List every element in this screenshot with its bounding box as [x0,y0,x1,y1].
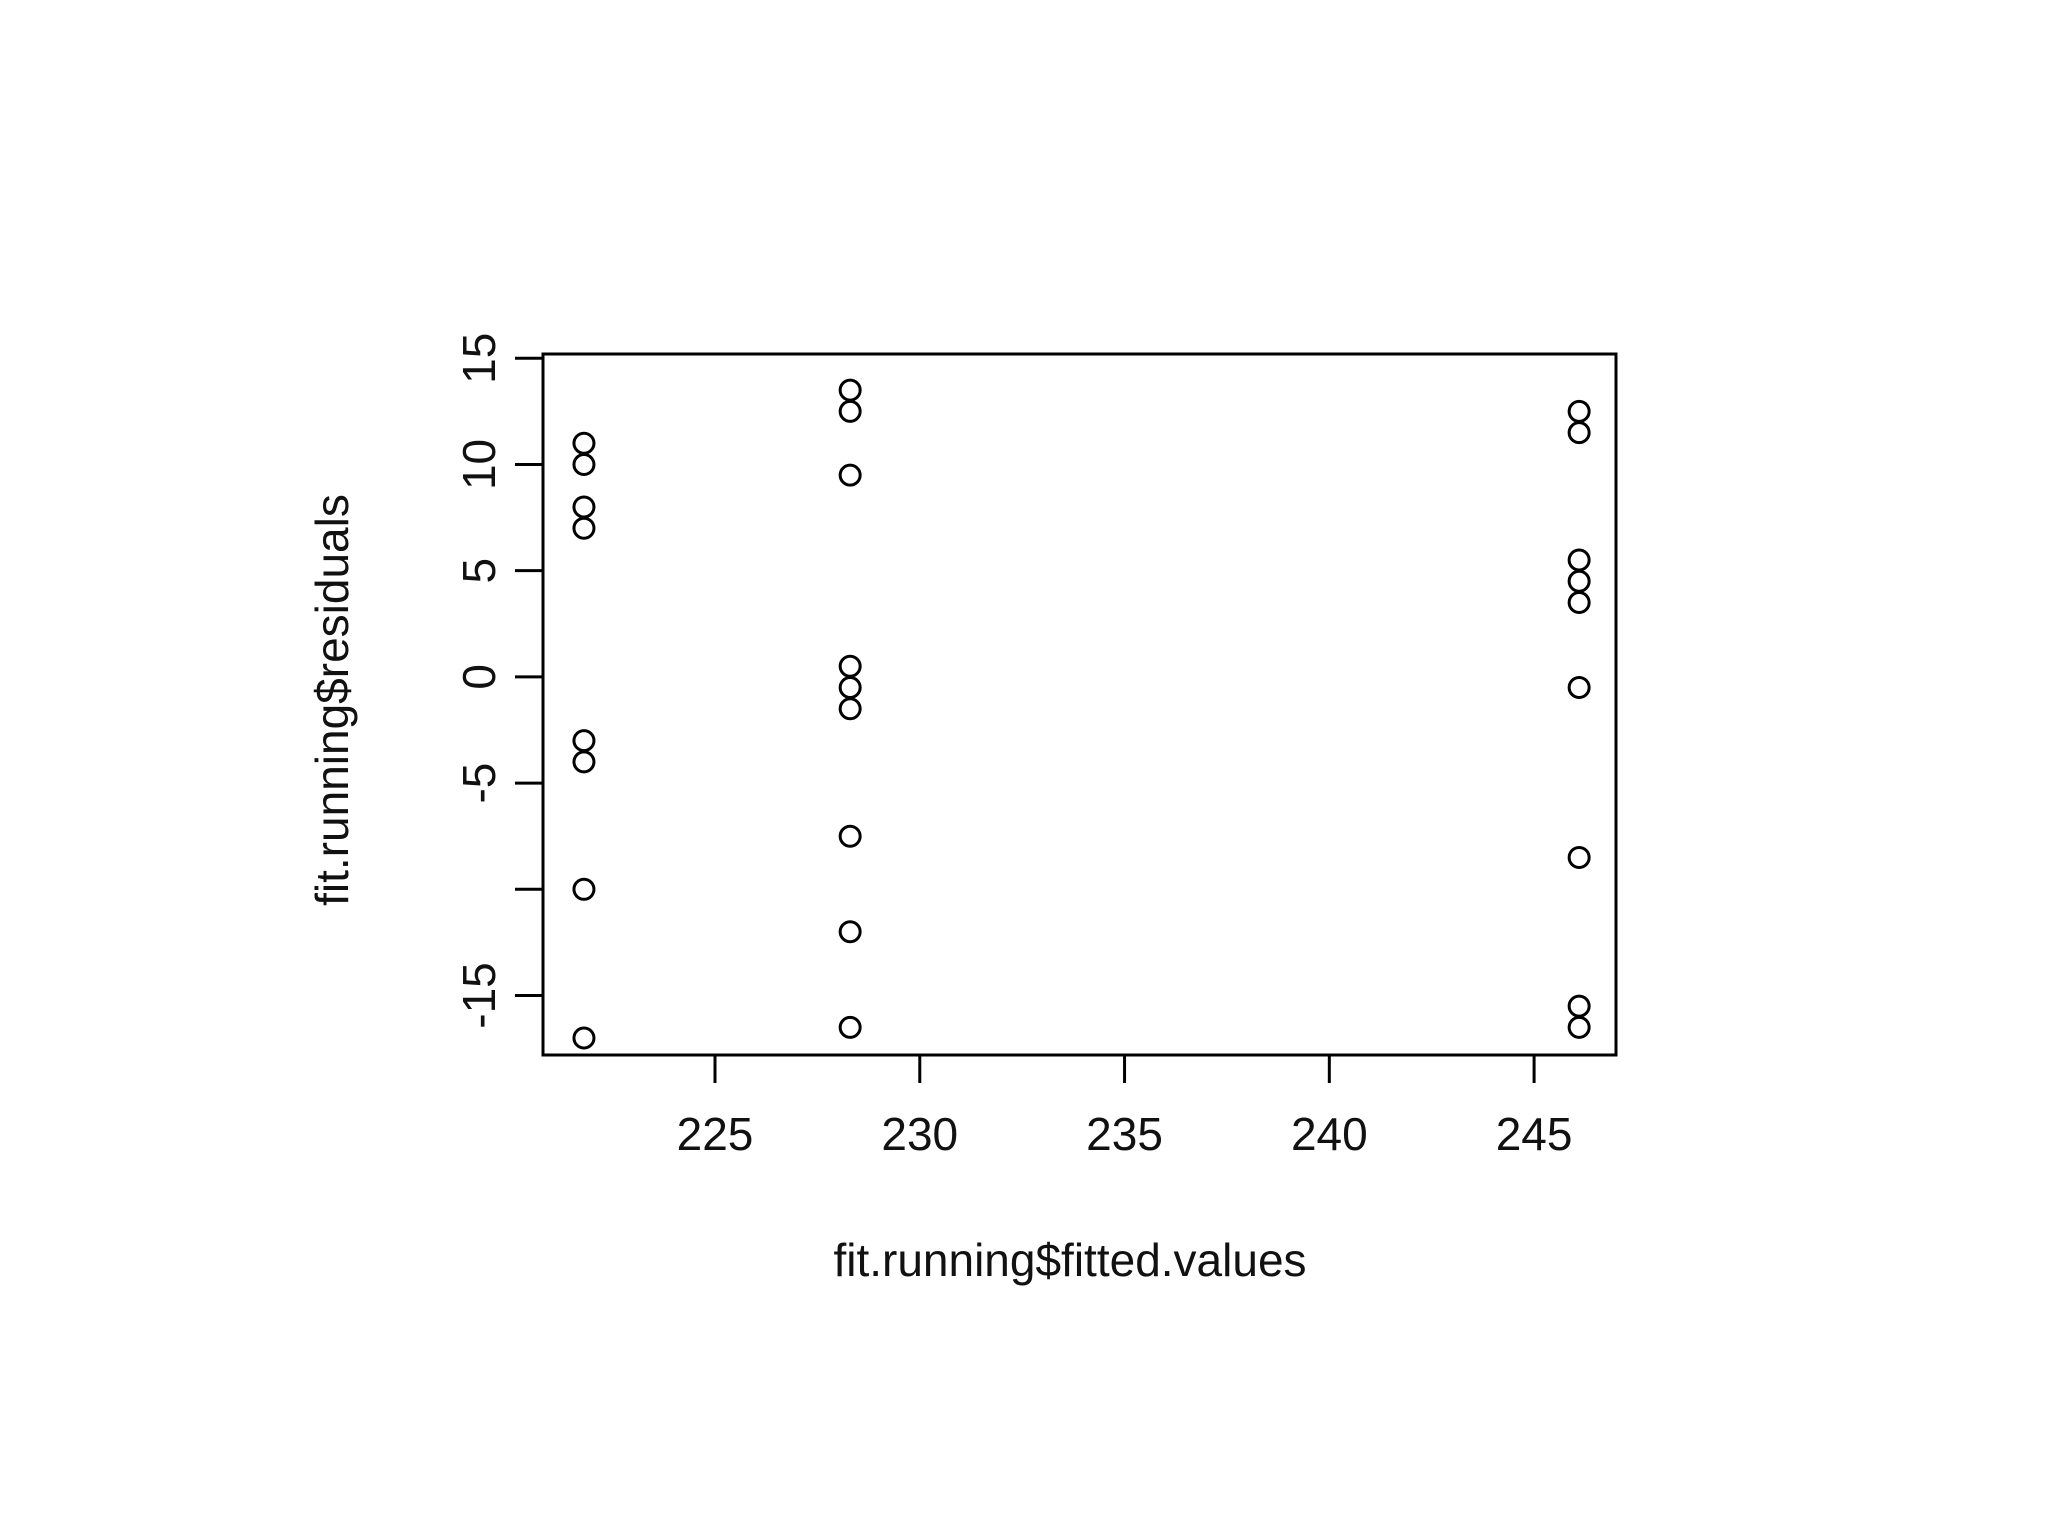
data-point [1567,676,1591,700]
y-axis-label: fit.running$residuals [306,494,358,906]
y-tick-label: -15 [453,962,505,1028]
x-axis-label: fit.running$fitted.values [833,1234,1306,1286]
x-axis: 225 230 235 240 245 [677,1055,1573,1160]
data-point [1567,591,1591,615]
data-point [572,750,596,774]
y-tick-label: 0 [453,664,505,690]
data-point [838,824,862,848]
y-tick-label: 5 [453,558,505,584]
y-tick-label: 10 [453,439,505,490]
x-tick-label: 235 [1086,1108,1163,1160]
data-point [1567,1015,1591,1039]
data-point [838,399,862,423]
x-tick-label: 230 [881,1108,958,1160]
data-point [838,920,862,944]
data-point [1567,845,1591,869]
data-point [838,463,862,487]
y-tick-label: 15 [453,333,505,384]
data-point [572,877,596,901]
x-tick-label: 245 [1496,1108,1573,1160]
x-tick-label: 225 [677,1108,754,1160]
y-axis: -15 -5 0 5 10 15 [453,333,543,1029]
x-tick-label: 240 [1291,1108,1368,1160]
data-point [1567,421,1591,445]
plot-frame [541,352,1618,1057]
data-point [572,1026,596,1050]
chart-marks [572,378,1591,1050]
data-point [838,697,862,721]
data-point [572,516,596,540]
data-point [572,452,596,476]
data-point [838,1015,862,1039]
y-tick-label: -5 [453,763,505,804]
